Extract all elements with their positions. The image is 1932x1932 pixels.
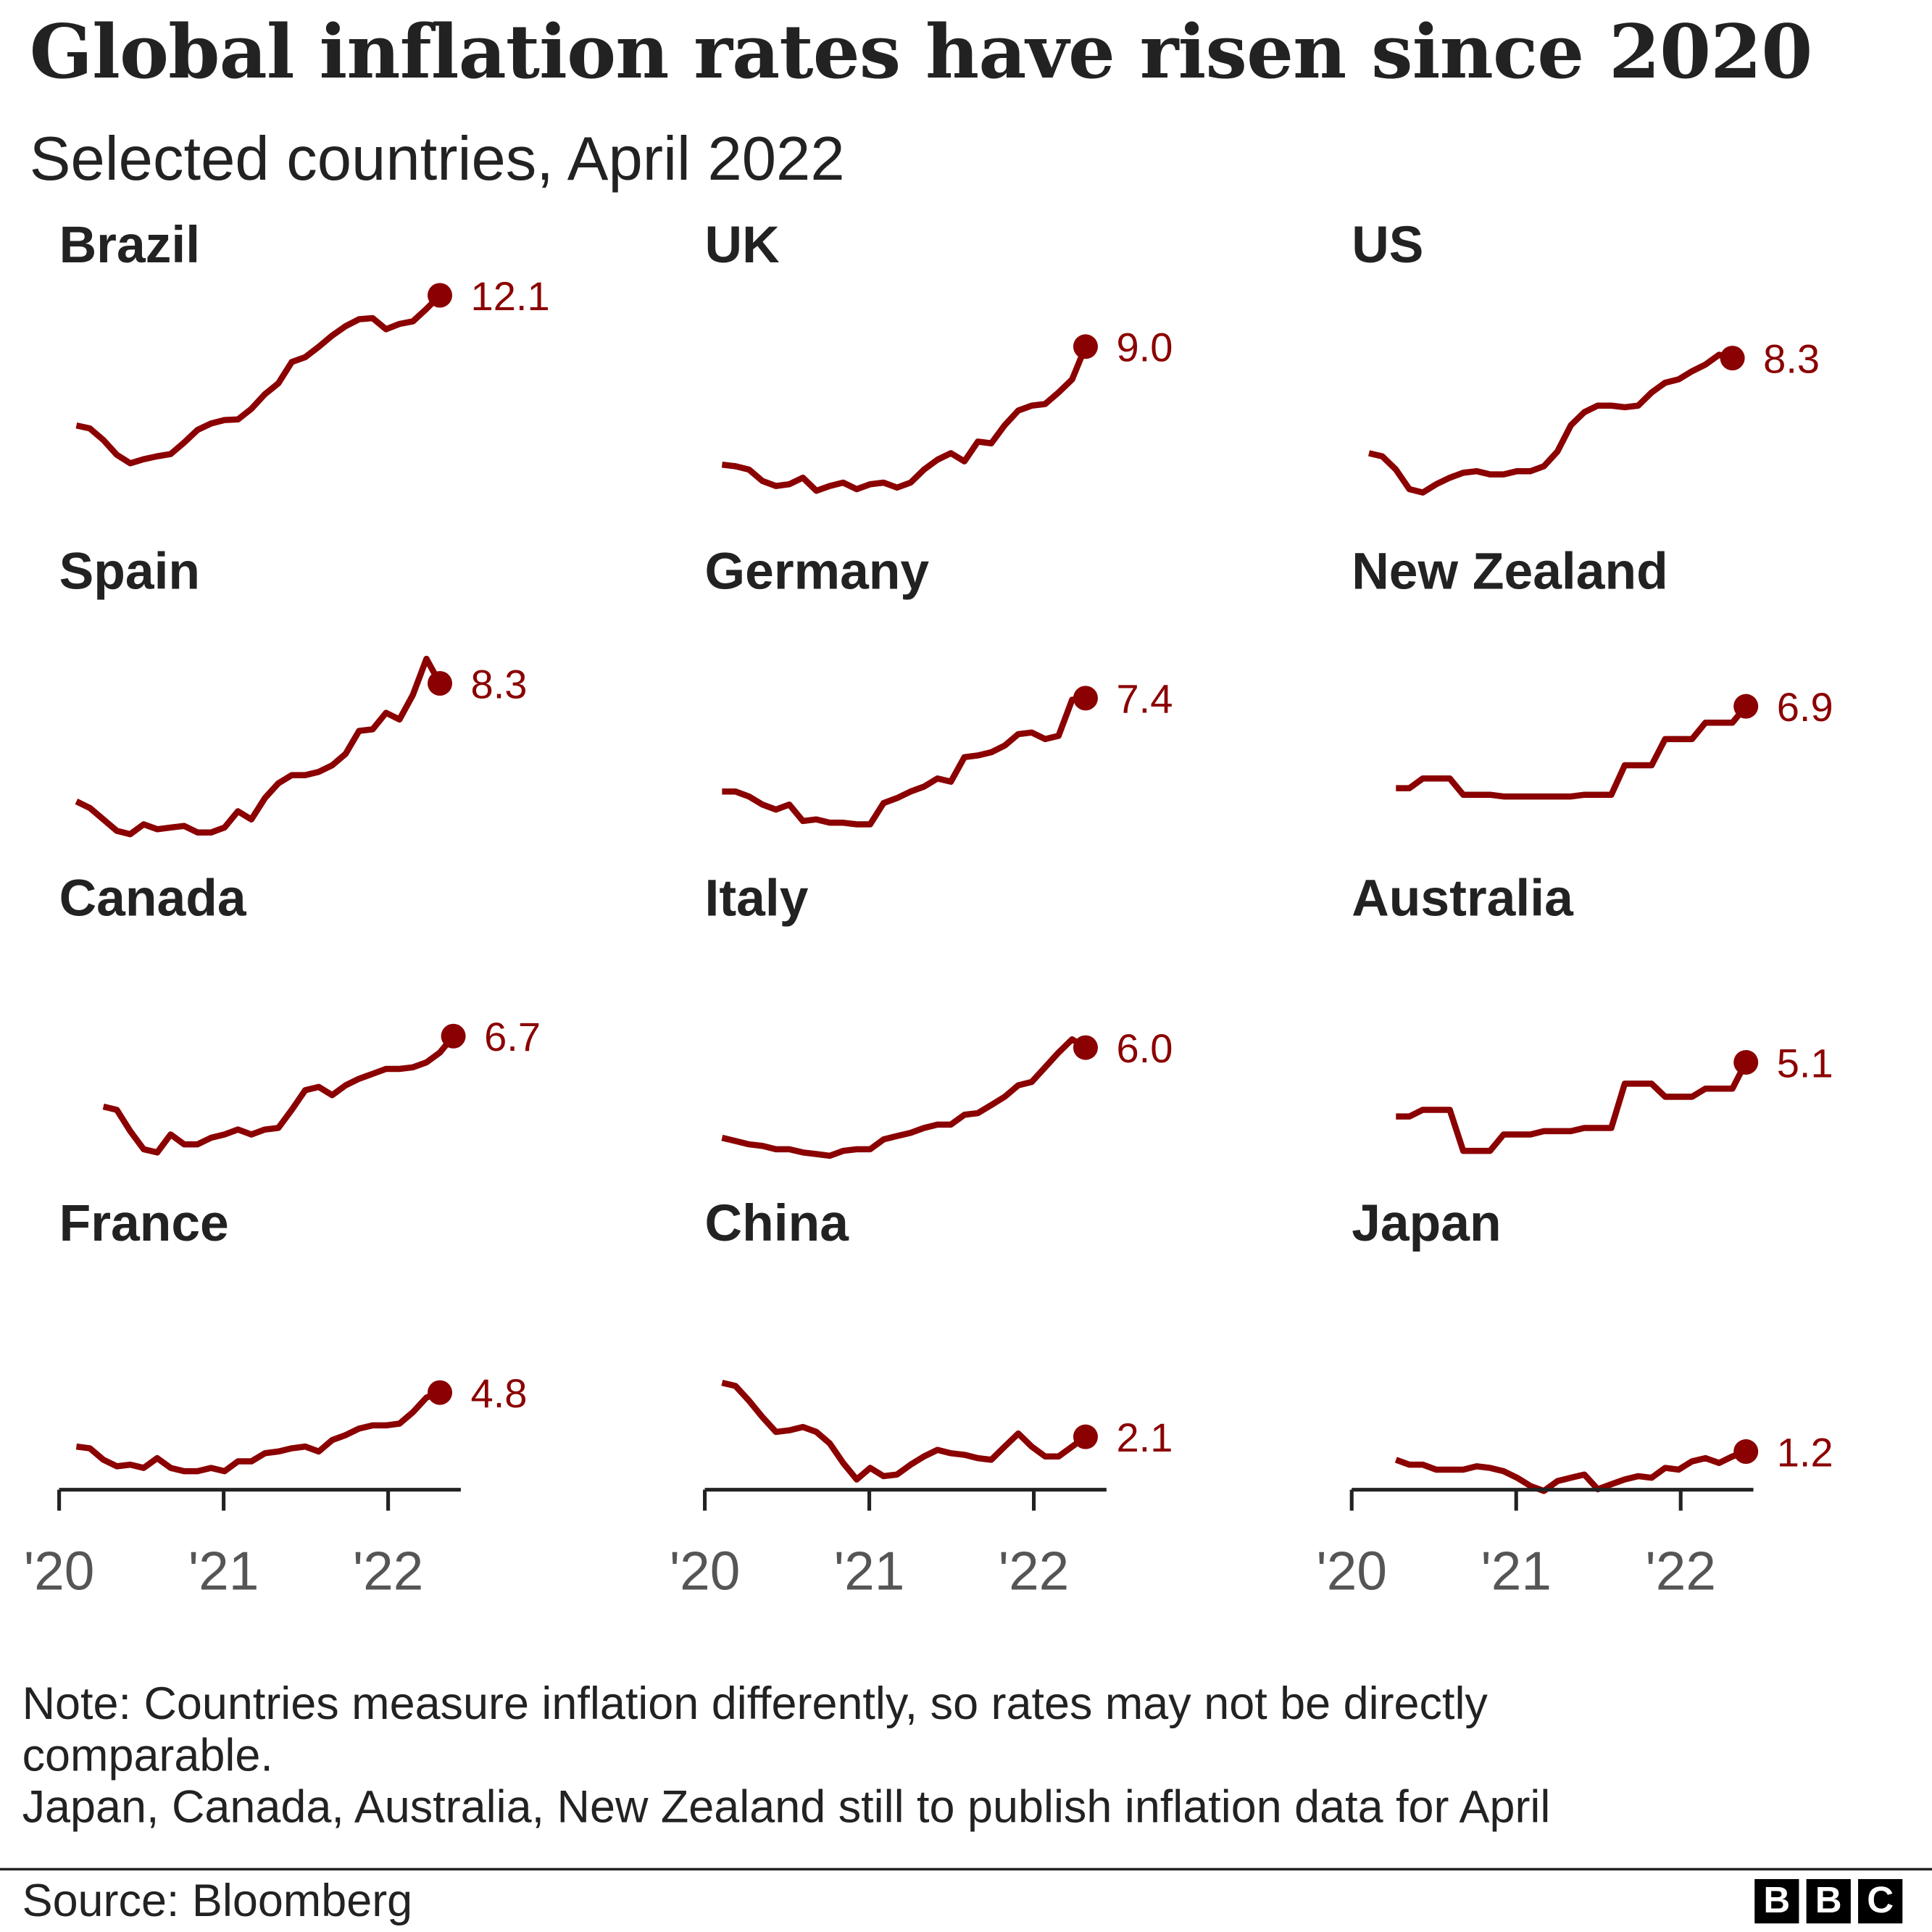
series-line-new-zealand [1396, 704, 1749, 800]
last-value-label: 2.1 [1116, 1415, 1173, 1460]
last-point-marker [1073, 334, 1098, 359]
last-point-marker [1733, 1439, 1759, 1465]
last-value-label: 12.1 [471, 273, 550, 319]
series-line-us [1368, 351, 1733, 496]
panel-title: Germany [705, 543, 930, 601]
panel-title: China [705, 1194, 850, 1252]
series-line-china [721, 1379, 1088, 1483]
series-line-canada [102, 1034, 456, 1156]
x-tick-label: '21 [188, 1540, 259, 1601]
last-point-marker [1733, 694, 1759, 719]
note-line-1: Note: Countries measure inflation differ… [22, 1678, 1488, 1729]
panel-title: Japan [1352, 1194, 1501, 1252]
panel-title: US [1352, 216, 1423, 274]
x-tick-label: '22 [1645, 1540, 1715, 1601]
last-value-label: 8.3 [1763, 336, 1820, 382]
last-point-marker [1073, 1424, 1098, 1449]
x-tick-label: '21 [834, 1540, 904, 1601]
source-text: Source: Bloomberg [22, 1875, 413, 1926]
x-tick-label: '20 [670, 1540, 740, 1601]
last-point-marker [1733, 1049, 1759, 1075]
last-value-label: 6.7 [484, 1014, 541, 1059]
note-line-2: comparable. [22, 1730, 273, 1781]
last-value-label: 7.4 [1116, 676, 1173, 722]
x-tick-label: '21 [1481, 1540, 1551, 1601]
x-tick-label: '20 [1316, 1540, 1386, 1601]
panel-title: Spain [59, 543, 200, 601]
x-tick-label: '22 [353, 1540, 423, 1601]
panel-title: Canada [59, 869, 247, 927]
last-value-label: 8.3 [471, 661, 528, 707]
last-point-marker [428, 1380, 453, 1405]
panel-title: Italy [705, 869, 809, 927]
x-tick-label: '22 [999, 1540, 1069, 1601]
last-value-label: 1.2 [1777, 1429, 1833, 1475]
series-line-uk [721, 345, 1088, 494]
series-line-brazil [75, 293, 443, 467]
last-point-marker [428, 283, 453, 308]
chart-title: Global inflation rates have risen since … [29, 9, 1813, 96]
panel-title: France [59, 1194, 229, 1252]
last-value-label: 9.0 [1116, 325, 1173, 370]
series-line-france [75, 1389, 441, 1475]
last-value-label: 6.0 [1116, 1025, 1173, 1071]
last-value-label: 6.9 [1777, 684, 1833, 730]
series-line-italy [721, 1036, 1088, 1159]
last-point-marker [1720, 346, 1745, 371]
x-tick-label: '20 [24, 1540, 94, 1601]
series-line-germany [722, 695, 1086, 828]
series-line-spain [75, 655, 443, 838]
chart-subtitle: Selected countries, April 2022 [29, 124, 845, 193]
panel-title: Australia [1352, 869, 1574, 927]
last-point-marker [1073, 1035, 1098, 1060]
series-line-australia [1396, 1061, 1749, 1154]
last-value-label: 5.1 [1777, 1040, 1833, 1086]
footer-divider [0, 1868, 1932, 1871]
panel-title: Brazil [59, 216, 200, 274]
panel-title: New Zealand [1352, 543, 1667, 601]
last-value-label: 4.8 [471, 1370, 528, 1416]
last-point-marker [428, 671, 453, 696]
last-point-marker [1073, 686, 1098, 711]
series-line-japan [1394, 1448, 1747, 1494]
last-point-marker [441, 1023, 466, 1049]
note-line-3: Japan, Canada, Australia, New Zealand st… [22, 1781, 1551, 1833]
panel-title: UK [705, 216, 780, 274]
